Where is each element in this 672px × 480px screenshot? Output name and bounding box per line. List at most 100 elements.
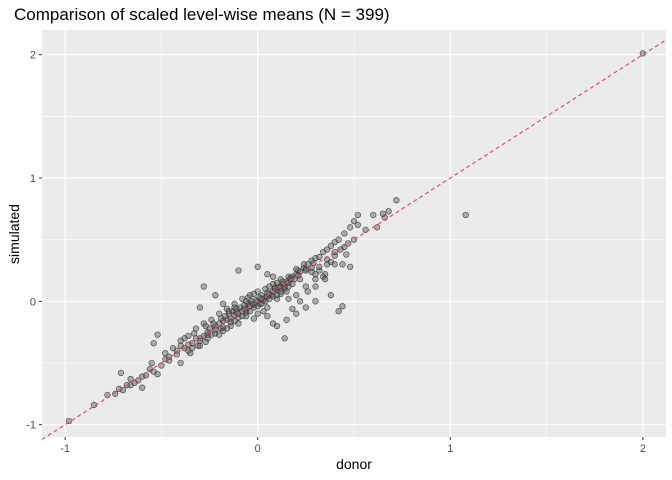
- data-point: [212, 326, 219, 333]
- data-point: [335, 308, 342, 315]
- data-point: [241, 305, 248, 312]
- y-tick-label: -1: [26, 420, 36, 432]
- data-point: [212, 292, 219, 299]
- data-point: [242, 298, 250, 305]
- data-point: [323, 246, 331, 253]
- data-point: [354, 211, 362, 219]
- data-point: [244, 294, 252, 301]
- data-point: [185, 332, 192, 340]
- data-point: [287, 275, 294, 283]
- data-point: [327, 242, 335, 249]
- data-point: [304, 288, 311, 295]
- x-axis: -1 0 1 2: [60, 437, 646, 455]
- data-point: [266, 283, 273, 290]
- data-point: [216, 331, 223, 338]
- data-point: [246, 308, 254, 315]
- data-point: [200, 283, 207, 290]
- data-point: [273, 295, 281, 303]
- data-point: [177, 359, 184, 367]
- data-point: [127, 375, 134, 383]
- data-point: [269, 273, 277, 280]
- data-point: [346, 224, 354, 231]
- data-point: [385, 208, 392, 215]
- data-point: [293, 310, 300, 317]
- y-tick-label: 0: [30, 296, 36, 308]
- data-point: [283, 316, 290, 323]
- data-point: [150, 340, 157, 347]
- data-point: [231, 317, 238, 325]
- data-point: [235, 267, 242, 274]
- data-point: [112, 390, 119, 397]
- data-point: [256, 294, 263, 301]
- data-point: [177, 337, 184, 344]
- reference-line-layer: [41, 39, 667, 440]
- data-point: [250, 315, 258, 322]
- data-points: [65, 50, 647, 425]
- data-point: [169, 345, 177, 352]
- data-point: [312, 298, 319, 305]
- data-point: [196, 342, 204, 349]
- data-point: [154, 331, 161, 338]
- identity-reference-line: [41, 39, 667, 440]
- data-point: [296, 298, 304, 305]
- data-point: [117, 369, 125, 377]
- data-point: [379, 210, 387, 217]
- grid-lines: [42, 30, 666, 437]
- data-point: [204, 331, 211, 338]
- data-point: [202, 322, 209, 330]
- data-point: [138, 384, 146, 391]
- data-point: [208, 316, 215, 323]
- data-point: [225, 308, 232, 315]
- data-point: [350, 218, 358, 225]
- data-point: [269, 320, 277, 327]
- data-point: [196, 304, 204, 311]
- data-point: [192, 325, 200, 332]
- x-axis-title: donor: [336, 456, 372, 472]
- data-point: [239, 312, 246, 320]
- data-point: [335, 236, 342, 243]
- data-point: [264, 304, 271, 311]
- data-point: [302, 304, 310, 311]
- data-point: [341, 243, 348, 251]
- data-point: [281, 335, 288, 342]
- data-point: [210, 320, 217, 327]
- y-axis-title: simulated: [6, 204, 22, 264]
- x-tick-label: 1: [447, 443, 453, 455]
- data-point: [260, 308, 267, 315]
- y-axis: -1 0 1 2: [26, 50, 42, 432]
- data-point: [262, 298, 269, 305]
- data-point: [285, 295, 292, 303]
- data-point: [296, 275, 304, 283]
- data-point: [362, 226, 369, 233]
- data-point: [127, 382, 134, 389]
- data-point: [277, 288, 284, 295]
- data-point: [279, 278, 286, 285]
- data-point: [289, 305, 296, 312]
- data-point: [219, 300, 227, 307]
- data-point: [283, 288, 290, 295]
- data-point: [339, 261, 346, 268]
- y-tick-label: 2: [30, 50, 36, 62]
- data-point: [354, 221, 362, 229]
- data-point: [217, 315, 225, 322]
- data-point: [293, 266, 300, 273]
- data-point: [254, 263, 261, 270]
- data-point: [343, 251, 350, 258]
- data-point: [370, 211, 377, 219]
- chart-title: Comparison of scaled level-wise means (N…: [14, 5, 390, 24]
- data-point: [346, 263, 354, 270]
- data-point: [316, 263, 323, 270]
- data-point: [393, 197, 400, 204]
- data-point: [162, 349, 169, 357]
- data-point: [316, 253, 323, 261]
- data-point: [293, 292, 300, 299]
- data-point: [320, 273, 327, 280]
- data-point: [264, 312, 271, 320]
- data-point: [264, 271, 271, 278]
- y-tick-label: 1: [30, 173, 36, 185]
- data-point: [223, 325, 231, 332]
- data-point: [119, 386, 127, 394]
- data-point: [250, 290, 258, 298]
- data-point: [373, 224, 381, 231]
- data-point: [308, 268, 315, 275]
